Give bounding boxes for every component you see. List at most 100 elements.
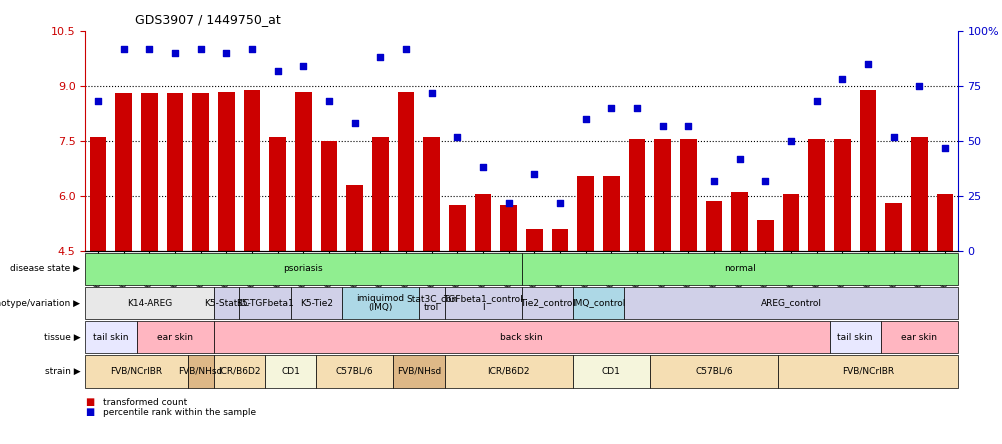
Text: normal: normal (723, 264, 755, 274)
Point (243, 45, 260, 52)
Bar (910, 137, 927, 251)
Point (577, 115, 593, 123)
Bar (217, 91, 234, 251)
Bar (885, 203, 901, 251)
Bar (270, 137, 286, 251)
Bar (449, 205, 465, 251)
Bar (757, 220, 773, 251)
Text: back skin: back skin (500, 333, 542, 342)
Bar (782, 194, 799, 251)
Bar (398, 91, 414, 251)
Point (192, 45, 208, 52)
Point (449, 133, 465, 140)
Text: tail skin: tail skin (93, 333, 128, 342)
Point (885, 133, 901, 140)
Point (475, 164, 491, 171)
Text: Stat3C_con
trol: Stat3C_con trol (406, 294, 457, 312)
Point (270, 67, 286, 74)
Bar (372, 137, 389, 251)
Point (834, 76, 850, 83)
Text: K5-TGFbeta1: K5-TGFbeta1 (235, 298, 294, 308)
Point (218, 50, 234, 57)
Text: transformed count: transformed count (103, 398, 187, 407)
Text: Tie2_control: Tie2_control (519, 298, 574, 308)
Bar (602, 176, 619, 251)
Point (90, 98, 106, 105)
Bar (834, 139, 850, 251)
Text: FVB/NHsd: FVB/NHsd (397, 367, 441, 376)
Text: ear skin: ear skin (157, 333, 193, 342)
Text: percentile rank within the sample: percentile rank within the sample (103, 408, 257, 416)
Bar (423, 137, 440, 251)
Text: ear skin: ear skin (901, 333, 937, 342)
Text: IMQ_control: IMQ_control (571, 298, 624, 308)
Point (628, 104, 644, 111)
Text: CD1: CD1 (601, 367, 620, 376)
Text: imiquimod
(IMQ): imiquimod (IMQ) (356, 294, 404, 312)
Bar (808, 139, 825, 251)
Bar (141, 93, 157, 251)
Bar (628, 139, 644, 251)
Bar (730, 192, 747, 251)
Bar (653, 139, 670, 251)
Point (730, 155, 746, 162)
Text: disease state ▶: disease state ▶ (10, 264, 80, 274)
Point (295, 63, 311, 70)
Point (808, 98, 824, 105)
Text: K5-Stat3C: K5-Stat3C (203, 298, 248, 308)
Bar (115, 93, 132, 251)
Text: CD1: CD1 (281, 367, 300, 376)
Point (654, 122, 670, 129)
Bar (166, 93, 183, 251)
Point (372, 54, 388, 61)
Point (603, 104, 619, 111)
Text: ICR/B6D2: ICR/B6D2 (217, 367, 261, 376)
Text: C57BL/6: C57BL/6 (694, 367, 732, 376)
Bar (295, 91, 312, 251)
Text: FVB/NCrIBR: FVB/NCrIBR (110, 367, 162, 376)
Text: ■: ■ (85, 397, 94, 407)
Text: K5-Tie2: K5-Tie2 (300, 298, 333, 308)
Point (115, 45, 131, 52)
Point (398, 45, 414, 52)
Text: ICR/B6D2: ICR/B6D2 (487, 367, 529, 376)
Point (347, 120, 363, 127)
Text: ■: ■ (85, 407, 94, 417)
Point (526, 170, 542, 178)
Bar (705, 202, 721, 251)
Text: GDS3907 / 1449750_at: GDS3907 / 1449750_at (135, 13, 281, 26)
Bar (474, 194, 491, 251)
Bar (859, 90, 876, 251)
Text: genotype/variation ▶: genotype/variation ▶ (0, 298, 80, 308)
Bar (192, 93, 208, 251)
Text: TGFbeta1_control
l: TGFbeta1_control l (443, 294, 522, 312)
Text: FVB/NHsd: FVB/NHsd (178, 367, 222, 376)
Text: psoriasis: psoriasis (284, 264, 323, 274)
Point (936, 144, 952, 151)
Point (141, 45, 157, 52)
Bar (243, 90, 261, 251)
Bar (679, 139, 696, 251)
Text: C57BL/6: C57BL/6 (336, 367, 373, 376)
Text: K14-AREG: K14-AREG (126, 298, 172, 308)
Text: tissue ▶: tissue ▶ (43, 333, 80, 342)
Text: tail skin: tail skin (837, 333, 872, 342)
Bar (936, 194, 953, 251)
Point (705, 177, 721, 184)
Point (500, 199, 516, 206)
Point (783, 138, 799, 145)
Point (679, 122, 695, 129)
Bar (89, 137, 106, 251)
Point (423, 89, 439, 96)
Point (321, 98, 337, 105)
Bar (551, 229, 568, 251)
Bar (346, 185, 363, 251)
Bar (321, 141, 337, 251)
Point (757, 177, 773, 184)
Bar (500, 205, 517, 251)
Text: AREG_control: AREG_control (760, 298, 821, 308)
Text: strain ▶: strain ▶ (44, 367, 80, 376)
Point (167, 50, 183, 57)
Bar (525, 229, 542, 251)
Text: FVB/NCrIBR: FVB/NCrIBR (841, 367, 893, 376)
